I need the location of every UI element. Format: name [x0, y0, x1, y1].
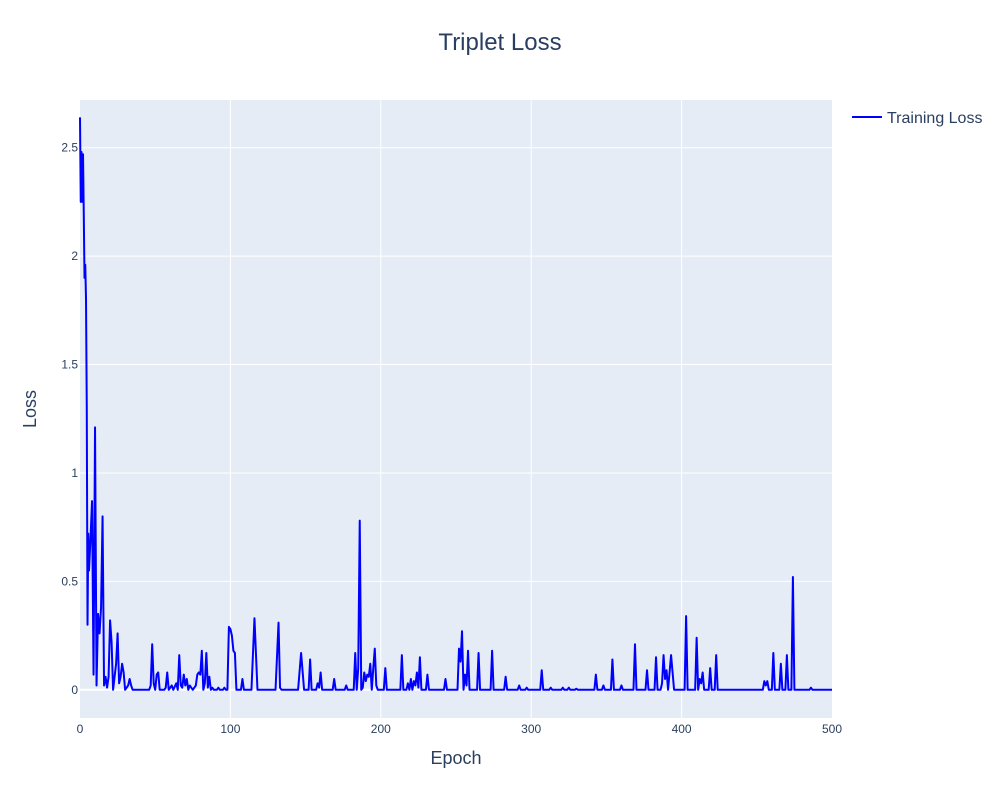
series-line-training-loss [79, 117, 832, 691]
x-tick-label: 0 [77, 722, 84, 736]
x-tick-label: 200 [371, 722, 391, 736]
x-tick-labels: 0 100 200 300 400 500 [77, 722, 843, 736]
y-tick-label: 1 [71, 466, 78, 480]
chart-title: Triplet Loss [438, 29, 561, 56]
y-tick-labels: 0 0.5 1 1.5 2 2.5 [61, 141, 78, 697]
y-tick-label: 2.5 [61, 141, 78, 155]
legend-label-training-loss: Training Loss [887, 110, 982, 127]
x-tick-label: 500 [822, 722, 842, 736]
x-axis-title: Epoch [430, 748, 481, 768]
y-tick-label: 2 [71, 249, 78, 263]
x-tick-label: 300 [521, 722, 541, 736]
x-tick-label: 400 [672, 722, 692, 736]
series-layer [79, 117, 832, 691]
y-tick-label: 0 [71, 683, 78, 697]
plot-area [80, 100, 832, 718]
legend[interactable]: Training Loss [852, 110, 982, 127]
y-tick-label: 1.5 [61, 358, 78, 372]
y-tick-label: 0.5 [61, 574, 78, 588]
x-tick-label: 100 [220, 722, 240, 736]
y-axis-title: Loss [20, 390, 40, 428]
